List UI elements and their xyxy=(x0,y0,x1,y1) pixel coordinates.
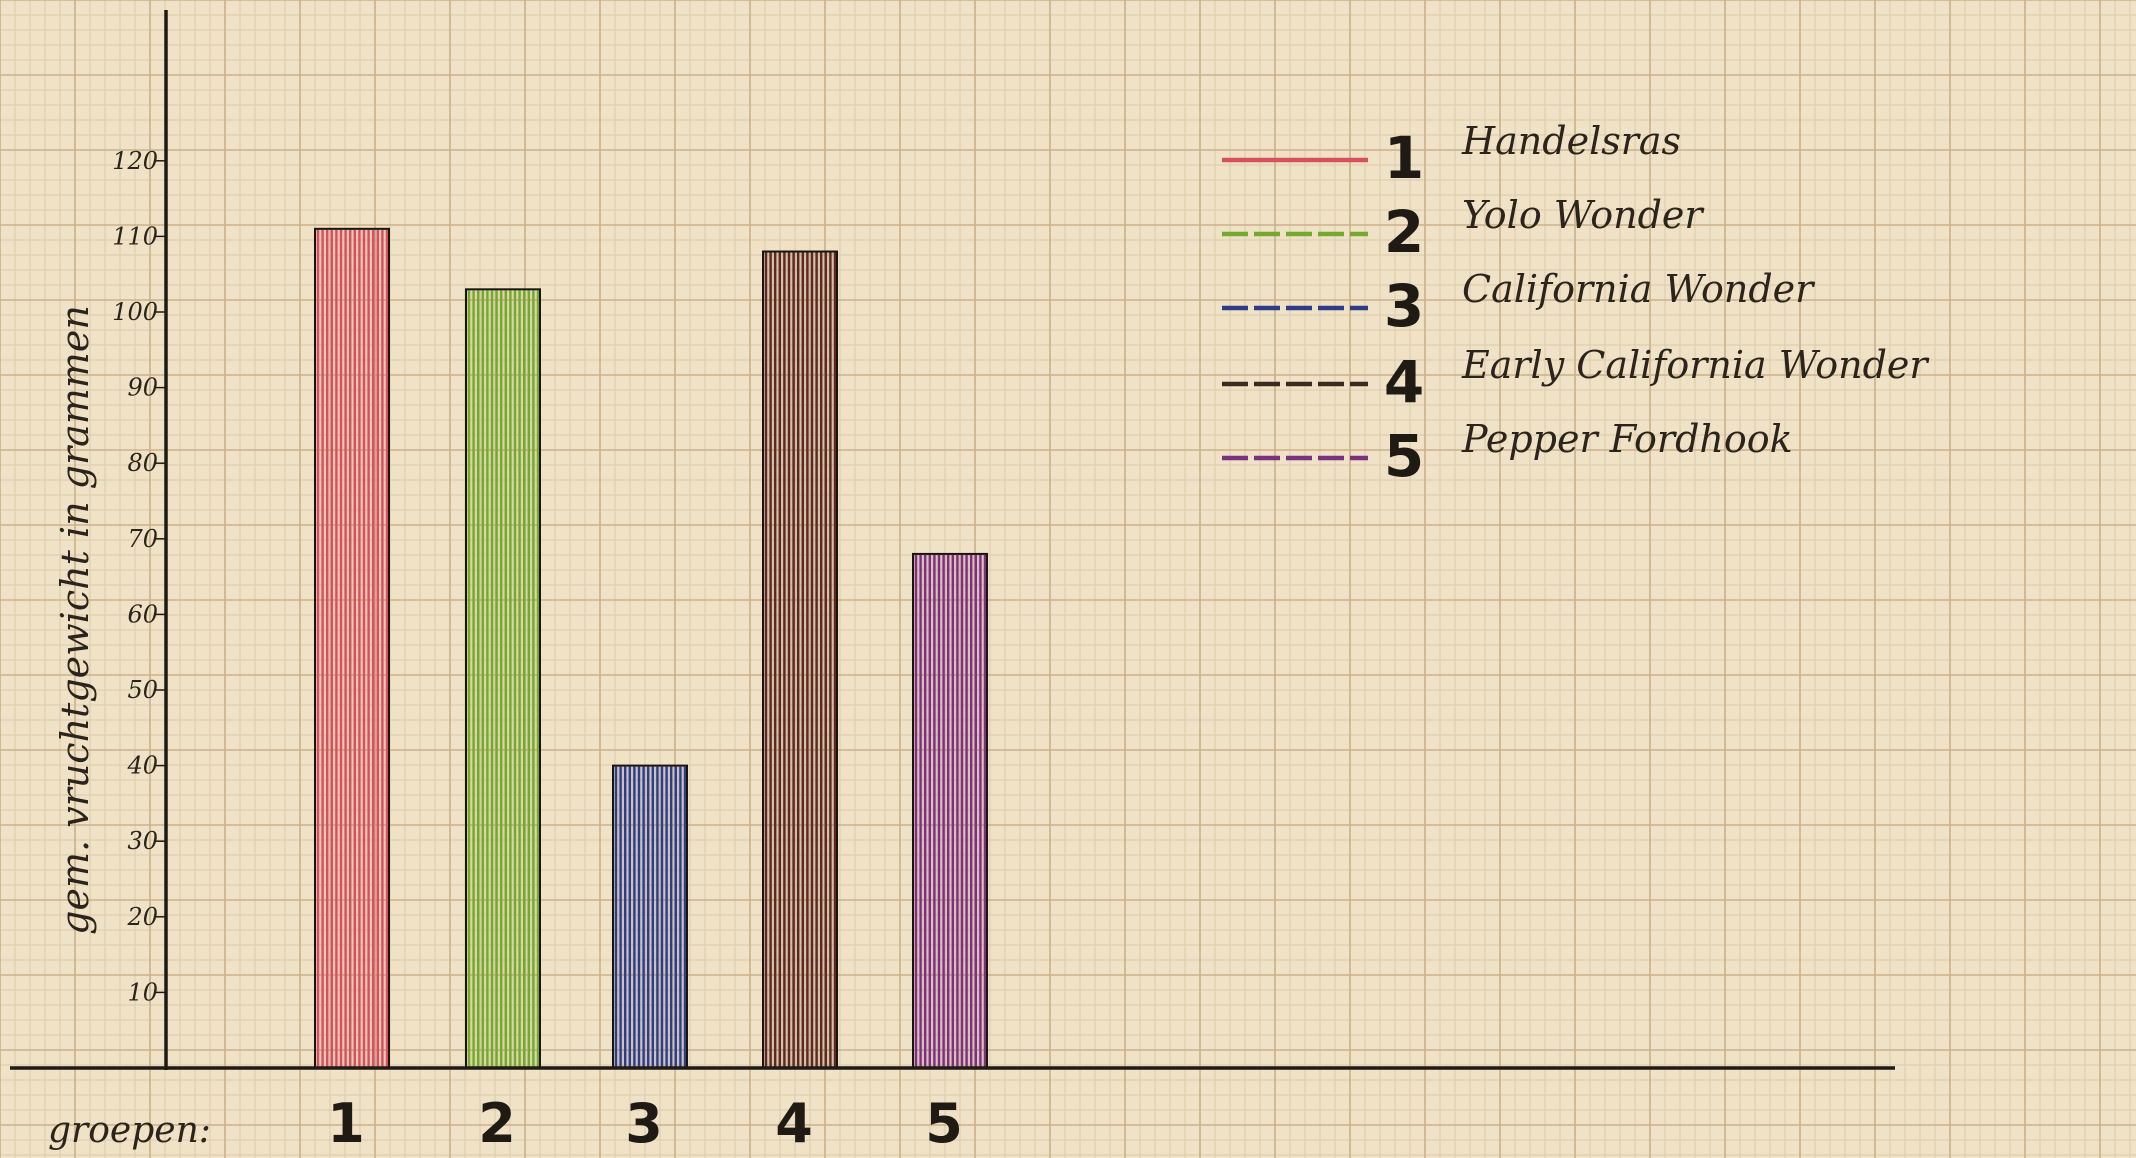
y-axis-label: gem. vruchtgewicht in grammen xyxy=(53,305,97,935)
y-tick-label: 80 xyxy=(127,449,158,477)
legend-label: Pepper Fordhook xyxy=(1461,417,1793,461)
bar-hatching xyxy=(316,229,389,1068)
x-axis-label: groepen: xyxy=(48,1110,211,1151)
y-tick-label: 50 xyxy=(127,676,158,704)
y-tick-label: 10 xyxy=(127,978,158,1006)
bar-1 xyxy=(314,227,390,1069)
legend-number: 4 xyxy=(1384,348,1424,416)
y-tick-label: 60 xyxy=(127,600,158,628)
axes xyxy=(10,10,1895,1070)
legend-item-1: 1 Handelsras xyxy=(1222,119,1681,192)
legend-item-5: 5 Pepper Fordhook xyxy=(1222,417,1793,490)
legend-label: California Wonder xyxy=(1462,267,1816,311)
x-category-label: 2 xyxy=(478,1092,516,1155)
x-category-labels: 1 2 3 4 5 xyxy=(327,1092,963,1155)
y-tick-label: 20 xyxy=(126,903,158,931)
legend-item-2: 2 Yolo Wonder xyxy=(1222,193,1705,266)
legend-label: Early California Wonder xyxy=(1461,343,1930,387)
y-tick-label: 90 xyxy=(127,374,158,402)
bar-4 xyxy=(762,250,838,1069)
bar-hatching xyxy=(614,766,687,1068)
bar-hatching xyxy=(467,290,540,1068)
legend-number: 3 xyxy=(1384,272,1424,340)
y-tick-label: 120 xyxy=(112,147,158,175)
y-tick-label: 70 xyxy=(127,525,158,553)
legend-number: 2 xyxy=(1384,198,1424,266)
bar-5 xyxy=(912,552,988,1069)
y-tick-labels: 10 20 30 40 50 60 70 80 90 100 110 120 xyxy=(112,147,166,1006)
legend-label: Handelsras xyxy=(1461,119,1681,163)
legend-number: 1 xyxy=(1384,124,1424,192)
bar-hatching xyxy=(764,252,837,1068)
legend-number: 5 xyxy=(1384,422,1424,490)
bar-2 xyxy=(465,288,541,1069)
legend: 1 Handelsras 2 Yolo Wonder 3 California Wonde… xyxy=(1222,119,1930,490)
bar-3 xyxy=(612,764,688,1069)
x-category-label: 1 xyxy=(327,1092,365,1155)
y-tick-label: 100 xyxy=(112,298,158,326)
x-category-label: 3 xyxy=(625,1092,663,1155)
legend-item-4: 4 Early California Wonder xyxy=(1222,343,1930,416)
y-tick-label: 110 xyxy=(112,222,158,250)
bar-hatching xyxy=(914,554,987,1068)
x-category-label: 4 xyxy=(775,1092,813,1155)
y-tick-label: 30 xyxy=(127,827,158,855)
y-tick-label: 40 xyxy=(126,752,158,780)
x-category-label: 5 xyxy=(925,1092,963,1155)
legend-item-3: 3 California Wonder xyxy=(1222,267,1816,340)
legend-label: Yolo Wonder xyxy=(1462,193,1705,237)
